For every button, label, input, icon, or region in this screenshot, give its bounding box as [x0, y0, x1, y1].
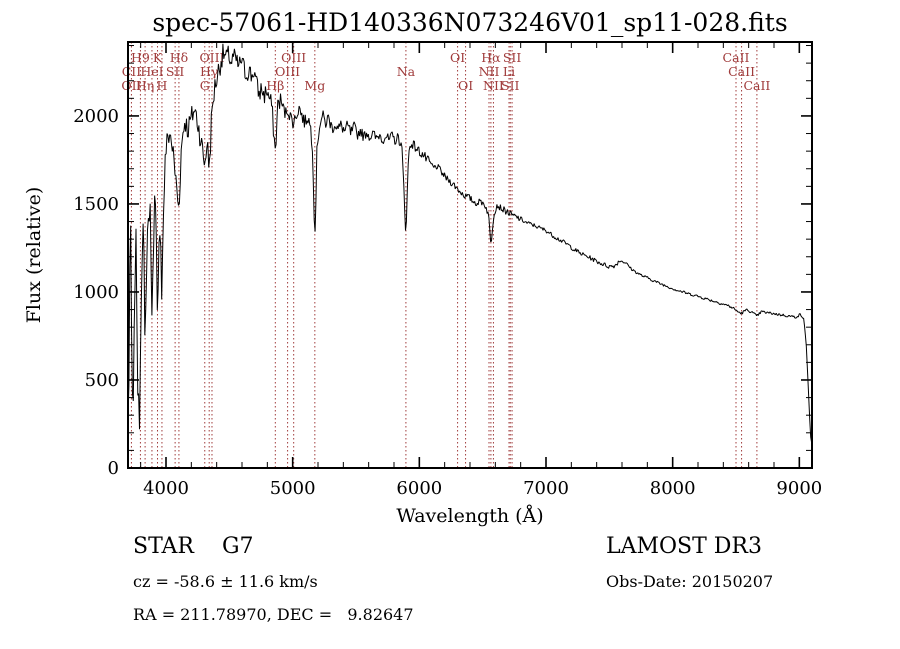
marker-label-OI: OI	[458, 78, 473, 93]
marker-label-NII: NII	[479, 64, 500, 79]
marker-label-Hβ: Hβ	[266, 78, 284, 93]
marker-label-CaII: CaII	[728, 64, 755, 79]
obs-date-label: Obs-Date: 20150207	[606, 572, 774, 591]
y-tick-label: 1000	[73, 282, 119, 303]
marker-label-H9: H9	[131, 50, 150, 65]
marker-label-H: H	[156, 78, 167, 93]
marker-label-SII: SII	[501, 78, 520, 93]
marker-label-OIII: OIII	[275, 64, 300, 79]
classification-label: STAR G7	[133, 534, 254, 559]
marker-label-SII: SII	[503, 50, 522, 65]
marker-label-G: G	[200, 78, 210, 93]
x-tick-label: 4000	[143, 478, 189, 499]
marker-label-CaII: CaII	[723, 50, 750, 65]
marker-label-K: K	[153, 50, 163, 65]
marker-label-SII: SII	[166, 64, 185, 79]
y-axis-label: Flux (relative)	[23, 187, 45, 324]
x-tick-label: 8000	[650, 478, 696, 499]
y-tick-label: 2000	[73, 106, 119, 127]
marker-label-OIII: OIII	[281, 50, 306, 65]
y-tick-label: 500	[85, 370, 119, 391]
x-tick-label: 6000	[396, 478, 442, 499]
radial-velocity-label: cz = -58.6 ± 11.6 km/s	[133, 572, 318, 591]
plot-title: spec-57061-HD140336N073246V01_sp11-028.f…	[152, 8, 788, 37]
y-tick-label: 0	[108, 458, 119, 479]
x-tick-label: 7000	[523, 478, 569, 499]
ra-dec-label: RA = 211.78970, DEC = 9.82647	[133, 605, 414, 624]
marker-label-Hγ: Hγ	[200, 64, 218, 79]
marker-label-OIII: OIII	[199, 50, 224, 65]
x-tick-label: 9000	[776, 478, 822, 499]
marker-label-Mg: Mg	[304, 78, 325, 93]
marker-label-OII: OII	[121, 78, 141, 93]
axis-frame	[127, 41, 813, 469]
x-axis-label: Wavelength (Å)	[396, 505, 543, 527]
marker-label-Hη: Hη	[136, 78, 154, 93]
marker-label-OI: OI	[450, 50, 465, 65]
survey-label: LAMOST DR3	[606, 534, 762, 559]
x-tick-label: 5000	[270, 478, 316, 499]
marker-label-NII: NII	[483, 78, 504, 93]
marker-label-CII: CII	[122, 64, 142, 79]
marker-label-Li: Li	[503, 64, 515, 79]
y-tick-label: 1500	[73, 194, 119, 215]
marker-label-HeI: HeI	[140, 64, 163, 79]
spectrum-line	[127, 43, 813, 443]
marker-label-Hδ: Hδ	[170, 50, 188, 65]
marker-label-Hα: Hα	[481, 50, 501, 65]
marker-label-CaII: CaII	[743, 78, 770, 93]
marker-label-Na: Na	[397, 64, 416, 79]
